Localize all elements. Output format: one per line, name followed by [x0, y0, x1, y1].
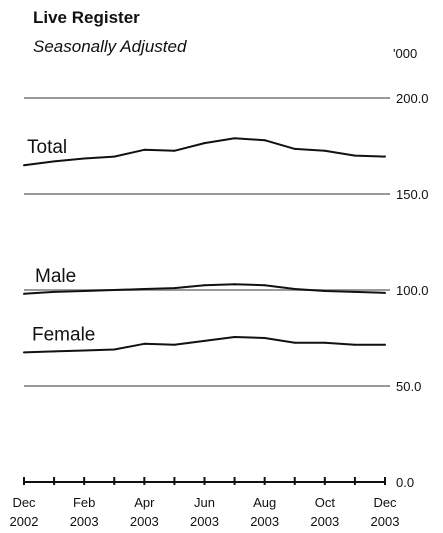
data-point-female	[323, 341, 326, 344]
data-point-male	[203, 284, 206, 287]
x-tick-month: Jun	[194, 495, 215, 510]
y-tick-label: 0.0	[396, 475, 414, 490]
series-lines	[23, 137, 386, 354]
data-point-male	[384, 291, 386, 294]
chart-subtitle: Seasonally Adjusted	[33, 37, 187, 56]
x-tick-year: 2003	[130, 514, 159, 529]
data-point-male	[143, 288, 146, 291]
data-point-female	[384, 343, 386, 346]
x-tick-month: Oct	[315, 495, 336, 510]
data-point-total	[173, 149, 176, 152]
data-point-female	[203, 339, 206, 342]
x-tick-month: Dec	[373, 495, 397, 510]
data-point-total	[263, 139, 266, 142]
y-axis-ticks: 200.0 150.0 100.0 50.0 0.0	[396, 91, 429, 490]
data-point-total	[203, 142, 206, 145]
data-point-male	[353, 290, 356, 293]
data-point-total	[384, 155, 386, 158]
data-point-total	[353, 154, 356, 157]
chart-title: Live Register	[33, 8, 140, 27]
x-tick-year: 2003	[310, 514, 339, 529]
data-point-male	[263, 284, 266, 287]
data-point-total	[23, 164, 25, 167]
data-point-female	[173, 343, 176, 346]
x-tick-year: 2003	[250, 514, 279, 529]
data-point-female	[113, 348, 116, 351]
x-tick-year: 2003	[371, 514, 400, 529]
data-point-male	[53, 290, 56, 293]
x-tick-month: Feb	[73, 495, 95, 510]
x-axis	[23, 477, 386, 485]
data-point-total	[143, 148, 146, 151]
data-point-total	[83, 157, 86, 160]
series-label-total: Total	[27, 137, 67, 158]
series-label-male: Male	[35, 266, 76, 287]
y-tick-label: 50.0	[396, 379, 421, 394]
x-tick-year: 2003	[70, 514, 99, 529]
data-point-female	[233, 336, 236, 339]
unit-label: '000	[393, 46, 417, 61]
data-point-female	[263, 337, 266, 339]
data-point-female	[23, 351, 25, 354]
x-tick-month: Dec	[12, 495, 36, 510]
x-tick-year: 2002	[10, 514, 39, 529]
data-point-male	[233, 283, 236, 286]
data-point-male	[113, 289, 116, 291]
data-point-male	[293, 288, 296, 291]
y-tick-label: 200.0	[396, 91, 429, 106]
data-point-total	[293, 147, 296, 150]
data-point-female	[293, 341, 296, 344]
data-point-male	[83, 289, 86, 292]
data-point-total	[323, 149, 326, 152]
series-labels: Total Male Female	[27, 137, 95, 345]
data-point-female	[143, 342, 146, 345]
y-tick-label: 150.0	[396, 187, 429, 202]
x-axis-ticks: Dec 2002 Feb 2003 Apr 2003 Jun 2003 Aug 2003 Oct 20…	[10, 495, 400, 529]
data-point-female	[353, 343, 356, 346]
y-tick-label: 100.0	[396, 283, 429, 298]
series-label-female: Female	[32, 324, 95, 345]
data-point-female	[83, 349, 86, 352]
data-point-male	[23, 292, 25, 295]
data-point-total	[233, 137, 236, 140]
data-point-total	[53, 160, 56, 163]
data-point-male	[323, 289, 326, 292]
x-tick-year: 2003	[190, 514, 219, 529]
data-point-total	[113, 155, 116, 158]
x-tick-month: Apr	[134, 495, 155, 510]
data-point-male	[173, 287, 176, 290]
x-tick-month: Aug	[253, 495, 276, 510]
data-point-female	[53, 350, 56, 353]
